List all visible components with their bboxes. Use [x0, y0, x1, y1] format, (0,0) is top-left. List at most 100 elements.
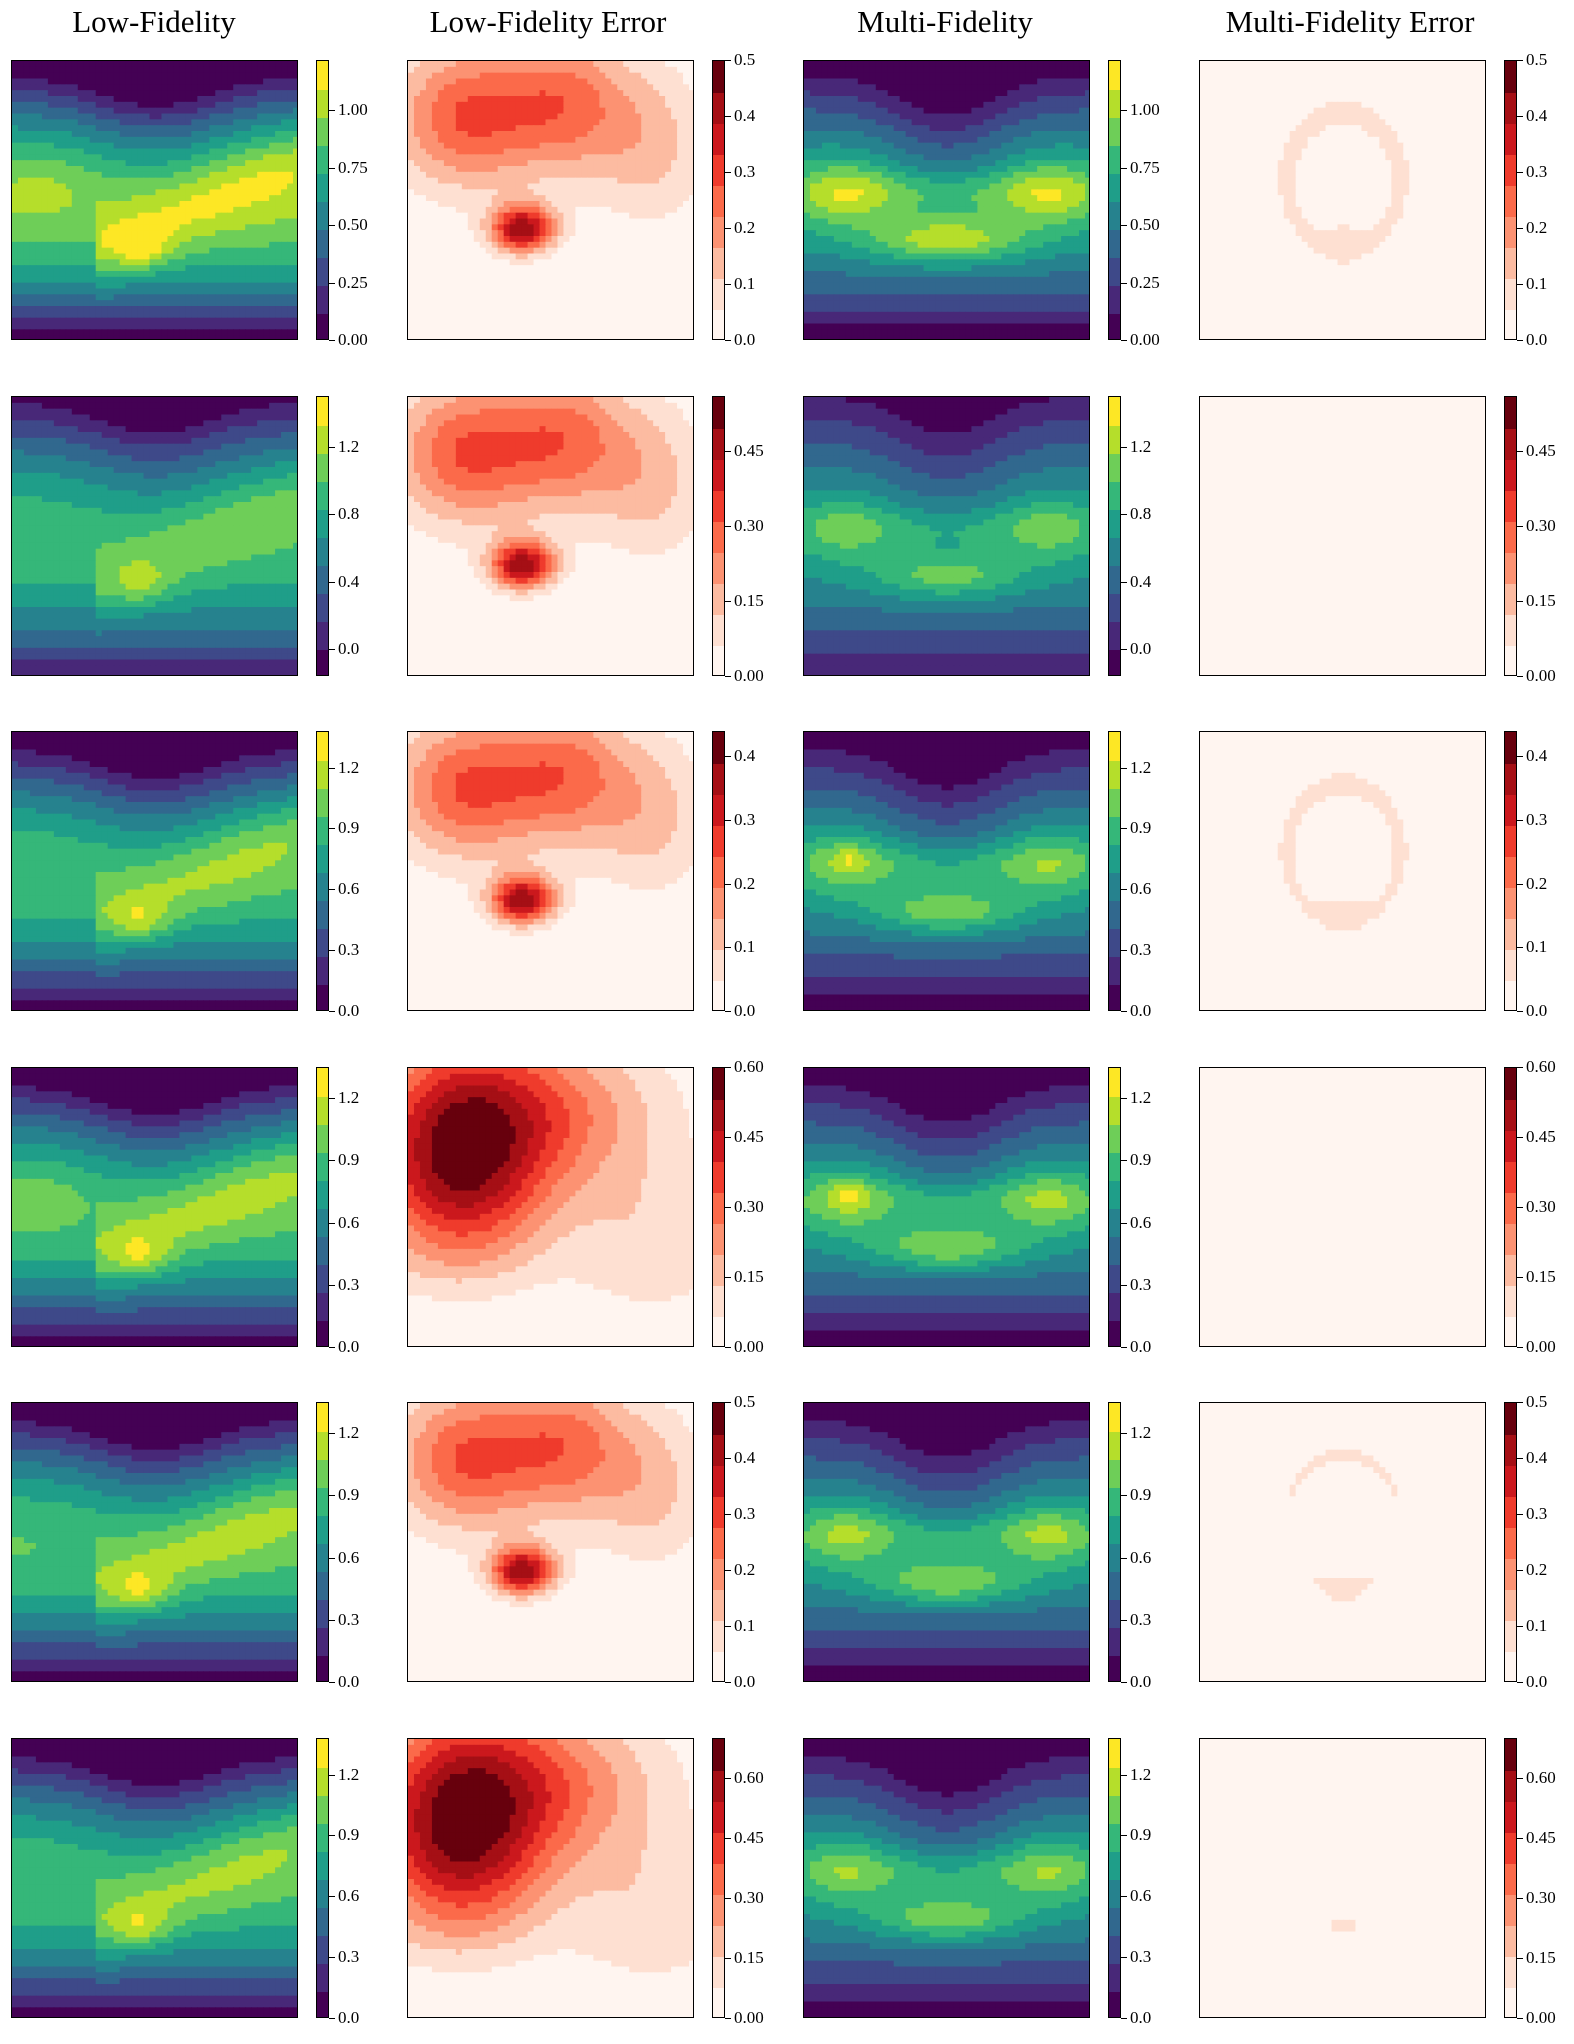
colorbar-tick-label: 0.0 [1526, 1001, 1547, 1021]
colorbar-segment [713, 490, 724, 522]
colorbar-tick-label: 0.3 [338, 940, 359, 960]
colorbar-tick [1517, 1011, 1523, 1012]
colorbar-tick-label: 0.9 [1130, 1485, 1151, 1505]
colorbar-tick [1517, 60, 1523, 61]
low-fidelity-contour-panel [11, 1402, 298, 1682]
colorbar-tick [725, 1402, 731, 1403]
colorbar-tick [725, 1458, 731, 1459]
colorbar-segment [317, 1851, 328, 1880]
colorbar-segment [713, 614, 724, 647]
colorbar-tick [1121, 1957, 1127, 1959]
colorbar-segment [317, 565, 328, 594]
low-fidelity-contour-panel-svg [12, 61, 297, 339]
colorbar-tick-label: 0.1 [734, 274, 755, 294]
colorbar-tick [1517, 172, 1523, 173]
colorbar-segment [1109, 1879, 1120, 1908]
colorbar-tick [329, 950, 335, 952]
colorbar-tick-label: 0.0 [734, 1001, 755, 1021]
colorbar-segment [1109, 1152, 1120, 1181]
colorbar-segment [317, 1180, 328, 1209]
colorbar [1108, 1738, 1121, 2018]
colorbar-tick-label: 0.50 [338, 215, 368, 235]
colorbar-segment [1505, 918, 1516, 951]
colorbar-segment [1109, 1655, 1120, 1681]
colorbar [1504, 1402, 1517, 1682]
multi-fidelity-contour-panel [803, 1738, 1090, 2018]
colorbar-segment [1109, 89, 1120, 118]
colorbar-segment [1505, 552, 1516, 585]
colorbar-segment [1109, 1236, 1120, 1265]
colorbar-segment [1109, 1795, 1120, 1824]
colorbar-tick [1517, 1402, 1523, 1403]
colorbar-tick [1517, 2018, 1523, 2019]
colorbar-segment [1505, 1620, 1516, 1653]
colorbar-tick-label: 0.6 [338, 1213, 359, 1233]
multi-fidelity-contour-panel-svg [804, 1403, 1089, 1681]
colorbar-segment [317, 844, 328, 873]
colorbar-segment [1109, 201, 1120, 230]
colorbar-tick [329, 110, 335, 112]
colorbar-tick-label: 0.9 [1130, 818, 1151, 838]
colorbar-tick-label: 0.3 [338, 1275, 359, 1295]
colorbar-tick [725, 451, 731, 452]
colorbar-tick-label: 0.1 [1526, 274, 1547, 294]
colorbar-segment [1109, 173, 1120, 202]
colorbar-segment [317, 1236, 328, 1265]
colorbar-segment [1109, 1599, 1120, 1628]
colorbar-segment [317, 928, 328, 957]
colorbar-segment [713, 1496, 724, 1528]
colorbar-tick [329, 767, 335, 769]
low-fidelity-error-contour-panel-svg [408, 1068, 693, 1346]
colorbar-segment [317, 481, 328, 510]
colorbar-tick [725, 947, 731, 949]
colorbar-tick-label: 1.2 [338, 758, 359, 778]
colorbar-tick [1517, 340, 1523, 341]
colorbar-segment [1109, 732, 1120, 761]
colorbar-segment [1109, 313, 1120, 339]
colorbar-segment [1109, 1627, 1120, 1656]
colorbar-tick-label: 0.00 [1526, 2008, 1556, 2028]
colorbar-tick-label: 0.3 [734, 1504, 755, 1524]
low-fidelity-error-contour-panel-svg [408, 1739, 693, 2017]
colorbar-tick-label: 0.15 [1526, 591, 1556, 611]
colorbar-tick-label: 0.45 [1526, 1127, 1556, 1147]
colorbar-segment [317, 1991, 328, 2017]
colorbar-tick-label: 0.9 [338, 818, 359, 838]
colorbar-tick [1121, 225, 1127, 227]
colorbar-segment [713, 1770, 724, 1802]
colorbar-tick-label: 0.6 [338, 1886, 359, 1906]
colorbar-segment [713, 123, 724, 155]
low-fidelity-error-contour-panel [407, 60, 694, 340]
colorbar-tick-label: 0.00 [734, 1337, 764, 1357]
colorbar-tick [1517, 1067, 1523, 1068]
colorbar-segment [317, 1599, 328, 1628]
low-fidelity-contour-panel-svg [12, 1739, 297, 2017]
colorbar-segment [1109, 509, 1120, 538]
colorbar-tick-label: 0.00 [734, 666, 764, 686]
colorbar-segment [1505, 1589, 1516, 1622]
colorbar-segment [1109, 1515, 1120, 1544]
multi-fidelity-error-contour-panel-svg [1200, 397, 1485, 675]
colorbar-segment [317, 313, 328, 339]
colorbar-tick [1517, 1514, 1523, 1515]
low-fidelity-error-contour-panel-svg [408, 61, 693, 339]
colorbar-segment [317, 1264, 328, 1293]
colorbar-tick-label: 0.15 [1526, 1267, 1556, 1287]
colorbar-segment [713, 552, 724, 585]
colorbar-tick [329, 1835, 335, 1837]
colorbar-segment [317, 872, 328, 901]
colorbar [1108, 1067, 1121, 1347]
colorbar-segment [1505, 61, 1516, 93]
colorbar [1504, 1738, 1517, 2018]
colorbar-segment [1505, 856, 1516, 889]
colorbar-tick-label: 0.60 [1526, 1768, 1556, 1788]
colorbar-segment [1505, 1192, 1516, 1225]
colorbar-segment [713, 397, 724, 429]
colorbar-tick-label: 0.0 [734, 1672, 755, 1692]
colorbar-tick-label: 0.0 [1130, 1001, 1151, 1021]
colorbar-tick [725, 2018, 731, 2019]
colorbar-tick [1517, 1838, 1523, 1839]
colorbar-segment [1109, 1767, 1120, 1796]
colorbar-segment [1109, 1403, 1120, 1432]
colorbar-segment [317, 816, 328, 845]
